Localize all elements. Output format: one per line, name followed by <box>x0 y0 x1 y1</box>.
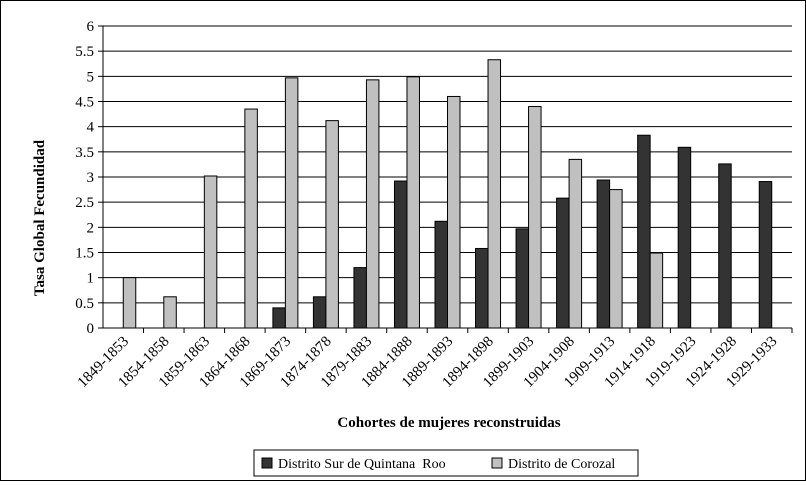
y-tick-label: 0.5 <box>75 296 94 312</box>
bar <box>122 277 137 329</box>
y-tick-label: 2 <box>87 220 95 236</box>
y-tick-label: 3.5 <box>75 145 94 161</box>
bar <box>353 267 367 329</box>
y-tick-label: 1.5 <box>75 246 94 262</box>
bar <box>244 108 258 329</box>
bar <box>163 296 177 329</box>
bar <box>487 59 502 329</box>
bar <box>515 228 530 329</box>
legend-label: Distrito de Corozal <box>508 457 615 472</box>
y-tick-label: 5.5 <box>75 44 94 60</box>
bar <box>393 180 408 329</box>
bars <box>122 59 773 329</box>
legend-label: Distrito Sur de Quintana Roo <box>278 457 446 472</box>
y-tick-label: 4.5 <box>75 95 94 111</box>
bar <box>596 179 611 329</box>
bar <box>447 95 461 329</box>
bar <box>475 247 489 329</box>
bar <box>325 120 339 329</box>
bar <box>677 146 692 329</box>
bar <box>203 175 218 329</box>
y-tick-label: 4 <box>87 120 95 136</box>
bar <box>406 76 420 329</box>
bar <box>637 134 651 329</box>
bar <box>718 163 732 329</box>
bar <box>649 252 664 329</box>
bar <box>568 158 583 329</box>
bar <box>758 181 773 329</box>
bar <box>528 106 542 329</box>
y-tick-label: 5 <box>87 69 95 85</box>
legend-box <box>253 449 639 477</box>
y-tick-label: 2.5 <box>75 195 94 211</box>
legend: Distrito Sur de Quintana Roo Distrito de … <box>253 449 639 477</box>
legend-swatch <box>491 457 503 469</box>
bar <box>609 189 623 329</box>
bar <box>272 307 286 329</box>
y-tick-label: 0 <box>87 321 95 337</box>
bar <box>434 220 448 329</box>
x-axis-title: Cohortes de mujeres reconstruidas <box>337 415 560 431</box>
bar <box>365 79 380 329</box>
bar <box>556 197 570 329</box>
y-tick-label: 6 <box>87 19 95 35</box>
bar <box>312 296 327 329</box>
y-tick-label: 1 <box>87 271 95 287</box>
legend-swatch <box>261 457 273 469</box>
y-tick-label: 3 <box>87 170 95 186</box>
y-axis-title: Tasa Global Fecundidad <box>32 139 48 296</box>
bar <box>284 77 299 329</box>
